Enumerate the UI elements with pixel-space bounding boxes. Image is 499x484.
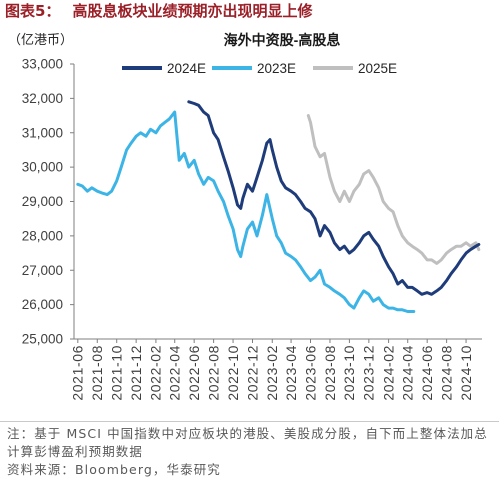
- y-unit-label: （亿港币）: [8, 32, 73, 47]
- x-tick-label: 2021-10: [109, 345, 125, 401]
- x-tick-label: 2022-10: [225, 345, 241, 401]
- y-tick-label: 31,000: [22, 125, 63, 140]
- x-tick-label: 2024-08: [438, 345, 454, 401]
- x-tick-label: 2023-12: [361, 345, 377, 401]
- legend-item-2024e: 2024E: [122, 61, 206, 76]
- figure-title-text: 高股息板块业绩预期亦出现明显上修: [72, 2, 313, 20]
- legend-item-2025e: 2025E: [313, 61, 397, 76]
- figure-label: 图表5：: [5, 2, 61, 20]
- y-tick-label: 30,000: [22, 160, 63, 175]
- series-line-2024e: [187, 100, 481, 296]
- x-tick-label: 2022-04: [167, 345, 183, 401]
- legend-label-2024e: 2024E: [167, 61, 206, 76]
- y-tick-label: 33,000: [22, 57, 63, 72]
- legend: 2024E 2023E 2025E: [122, 61, 397, 76]
- x-tick-label: 2024-06: [419, 345, 435, 401]
- legend-label-2025e: 2025E: [358, 61, 397, 76]
- y-tick-label: 25,000: [22, 332, 63, 347]
- x-tick-label: 2021-12: [128, 345, 144, 401]
- x-tick-label: 2024-02: [380, 345, 396, 401]
- source-line: 资料来源：Bloomberg，华泰研究: [7, 462, 221, 477]
- x-tick-label: 2022-08: [205, 345, 221, 401]
- y-tick-label: 32,000: [22, 91, 63, 106]
- chart-title: 海外中资股-高股息: [224, 32, 341, 48]
- note-line: 计算彭博盈利预期数据: [7, 444, 144, 459]
- x-tick-label: 2023-08: [322, 345, 338, 401]
- x-tick-label: 2023-10: [341, 345, 357, 401]
- x-tick-label: 2024-10: [458, 345, 474, 401]
- x-tick-label: 2023-02: [264, 345, 280, 401]
- series-group: [76, 100, 481, 313]
- divider: [0, 421, 499, 422]
- y-tick-label: 29,000: [22, 194, 63, 209]
- chart-notes: 注：基于 MSCI 中国指数中对应板块的港股、美股成分股，自下而上整体法加总 计…: [7, 425, 497, 479]
- legend-label-2023e: 2023E: [257, 61, 296, 76]
- x-tick-label: 2022-12: [244, 345, 260, 401]
- legend-item-2023e: 2023E: [212, 61, 296, 76]
- x-axis-ticks: 2021-06 2021-08 2021-10 2021-12 2022-02 2022-…: [70, 339, 474, 401]
- series-line-2025e: [306, 114, 481, 265]
- x-tick-label: 2024-04: [400, 345, 416, 401]
- y-axis-ticks: 25,000 26,000 27,000 28,000 29,000 30,000 31,0…: [22, 57, 74, 347]
- series-line-2023e: [76, 110, 416, 313]
- x-tick-label: 2022-02: [148, 345, 164, 401]
- x-tick-label: 2023-04: [283, 345, 299, 401]
- x-tick-label: 2022-06: [186, 345, 202, 401]
- figure-title: 图表5： 高股息板块业绩预期亦出现明显上修: [5, 2, 312, 21]
- note-line: 注：基于 MSCI 中国指数中对应板块的港股、美股成分股，自下而上整体法加总: [7, 426, 488, 441]
- x-tick-label: 2023-06: [302, 345, 318, 401]
- y-tick-label: 26,000: [22, 297, 63, 312]
- y-tick-label: 28,000: [22, 228, 63, 243]
- y-tick-label: 27,000: [22, 263, 63, 278]
- x-tick-label: 2021-06: [70, 345, 86, 401]
- x-tick-label: 2021-08: [89, 345, 105, 401]
- line-chart: （亿港币） 海外中资股-高股息 2024E 2023E 2025E 25,000…: [8, 32, 482, 401]
